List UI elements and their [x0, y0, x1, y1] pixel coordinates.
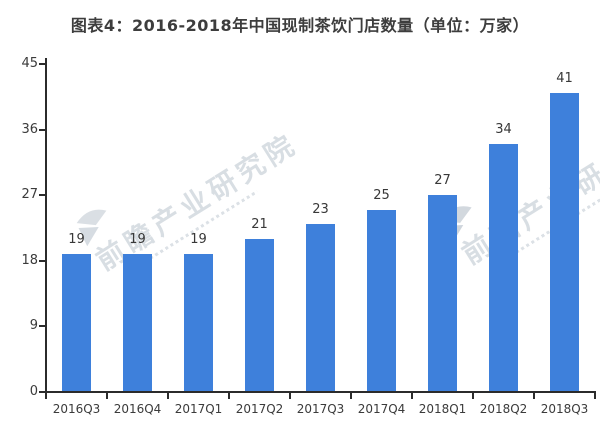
bar-value-label: 41	[556, 71, 573, 87]
y-tick-label: 0	[29, 384, 38, 399]
x-axis-tick	[411, 393, 413, 399]
x-category-label: 2018Q2	[479, 402, 528, 416]
x-axis-tick	[228, 393, 230, 399]
y-tick-label: 18	[21, 252, 38, 268]
x-axis-line	[45, 391, 596, 393]
bar	[245, 238, 274, 392]
x-category-label: 2017Q3	[296, 402, 345, 416]
x-category-label: 2016Q3	[52, 402, 101, 416]
y-axis-tick	[39, 128, 45, 131]
bar	[367, 209, 396, 392]
y-axis-tick	[39, 259, 45, 262]
bar-value-label: 23	[312, 202, 329, 218]
x-axis-tick	[533, 393, 535, 399]
y-axis-tick	[39, 194, 45, 197]
x-category-label: 2017Q4	[357, 402, 406, 416]
x-axis-tick	[289, 393, 291, 399]
y-axis-tick	[39, 391, 45, 393]
x-category-label: 2018Q3	[540, 402, 589, 416]
x-category-label: 2017Q1	[174, 402, 223, 416]
bar	[489, 144, 518, 392]
bar	[62, 253, 91, 392]
bar	[123, 253, 152, 392]
x-axis-tick	[350, 393, 352, 399]
bar-value-label: 21	[251, 216, 268, 232]
bar-value-label: 19	[129, 231, 146, 247]
bar-value-label: 19	[68, 231, 85, 247]
y-axis-tick	[39, 325, 45, 328]
y-tick-label: 36	[21, 121, 38, 137]
y-axis-line	[45, 58, 47, 393]
bar	[184, 253, 213, 392]
bar	[550, 93, 579, 392]
bar-value-label: 34	[495, 122, 512, 138]
x-category-label: 2016Q4	[113, 402, 162, 416]
y-tick-label: 27	[21, 187, 38, 203]
y-tick-label: 9	[29, 318, 38, 334]
y-axis-tick	[39, 63, 45, 65]
x-axis-tick	[472, 393, 474, 399]
bar-value-label: 25	[373, 187, 390, 203]
bar-value-label: 19	[190, 231, 207, 247]
x-axis-tick	[106, 393, 108, 399]
x-category-label: 2017Q2	[235, 402, 284, 416]
x-axis-tick	[45, 393, 47, 399]
x-axis-tick	[594, 393, 596, 399]
bar	[306, 224, 335, 392]
bar	[428, 195, 457, 392]
x-category-label: 2018Q1	[418, 402, 467, 416]
x-axis-tick	[167, 393, 169, 399]
y-tick-label: 45	[21, 56, 38, 71]
chart-title: 图表4：2016-2018年中国现制茶饮门店数量（单位：万家）	[70, 16, 530, 35]
bar-value-label: 27	[434, 173, 451, 189]
